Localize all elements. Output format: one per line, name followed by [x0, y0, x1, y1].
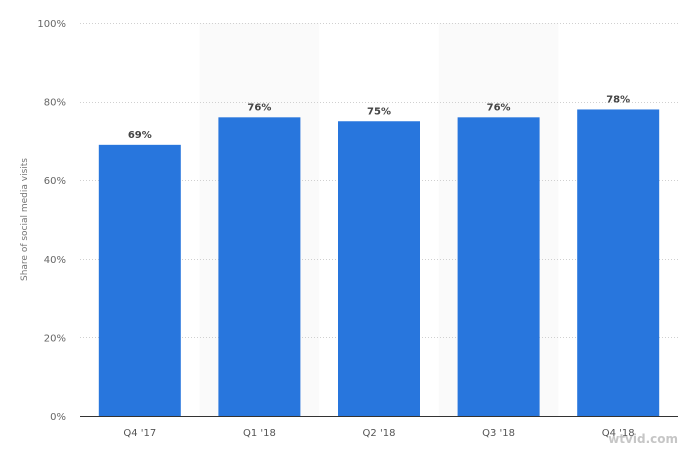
y-tick-label-20: 20%: [44, 333, 66, 344]
data-label-0: 69%: [128, 130, 152, 141]
y-axis-title: Share of social media visits: [20, 158, 30, 281]
x-tick-label-1: Q1 '18: [243, 428, 276, 439]
y-tick-label-80: 80%: [44, 98, 66, 109]
x-tick-labels: Q4 '17 Q1 '18 Q2 '18 Q3 '18 Q4 '18: [123, 428, 634, 439]
x-tick-label-0: Q4 '17: [123, 428, 156, 439]
y-tick-label-40: 40%: [44, 255, 66, 266]
data-label-3: 76%: [487, 102, 511, 113]
data-label-4: 78%: [606, 94, 630, 105]
x-tick-label-3: Q3 '18: [482, 428, 515, 439]
y-tick-label-60: 60%: [44, 176, 66, 187]
bar-2: [338, 121, 420, 416]
watermark: wtvid.com: [608, 432, 678, 446]
y-tick-label-100: 100%: [37, 19, 66, 30]
x-tick-label-2: Q2 '18: [363, 428, 396, 439]
x-tick-label-4: Q4 '18: [602, 428, 635, 439]
bar-4: [577, 109, 660, 417]
data-label-2: 75%: [367, 106, 391, 117]
bar-0: [98, 144, 181, 416]
bar-1: [218, 117, 301, 416]
y-tick-labels: 0% 20% 40% 60% 80% 100%: [37, 19, 66, 423]
data-label-1: 76%: [247, 102, 271, 113]
bars: [98, 109, 660, 417]
bar-3: [457, 117, 540, 416]
data-labels: 69% 76% 75% 76% 78%: [128, 94, 630, 140]
y-tick-label-0: 0%: [50, 412, 66, 423]
